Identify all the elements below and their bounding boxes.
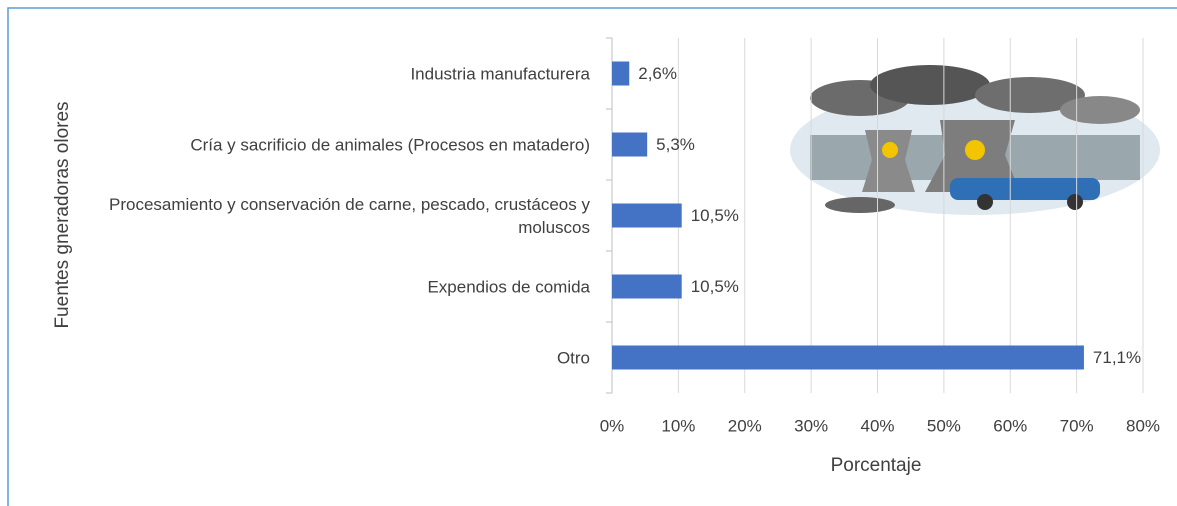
bar: [612, 132, 648, 157]
y-tick-label: Procesamiento y conservación de carne, p…: [109, 194, 590, 237]
y-tick-label: Otro: [556, 348, 590, 367]
illustration: [790, 65, 1160, 215]
x-tick-label: 20%: [728, 416, 762, 435]
bar: [612, 61, 630, 86]
bar: [612, 203, 682, 228]
x-tick-label: 30%: [794, 416, 828, 435]
x-tick-label: 10%: [661, 416, 695, 435]
value-label: 2,6%: [638, 64, 677, 83]
y-axis-title: Fuentes gneradoras olores: [52, 101, 73, 328]
y-tick-label: Cría y sacrificio de animales (Procesos …: [190, 135, 590, 154]
x-tick-label: 40%: [860, 416, 894, 435]
bar: [612, 345, 1084, 370]
value-label: 10,5%: [691, 206, 739, 225]
y-tick-label: Industria manufacturera: [410, 64, 590, 83]
y-tick-label: Expendios de comida: [427, 277, 590, 296]
x-axis-title: Porcentaje: [831, 455, 922, 476]
x-tick-label: 0%: [600, 416, 625, 435]
x-tick-label: 50%: [927, 416, 961, 435]
bar: [612, 274, 682, 299]
value-label: 5,3%: [656, 135, 695, 154]
frame: [7, 7, 1177, 506]
x-tick-label: 80%: [1126, 416, 1160, 435]
value-label: 71,1%: [1093, 348, 1141, 367]
x-tick-label: 60%: [993, 416, 1027, 435]
x-tick-label: 70%: [1060, 416, 1094, 435]
value-label: 10,5%: [691, 277, 739, 296]
